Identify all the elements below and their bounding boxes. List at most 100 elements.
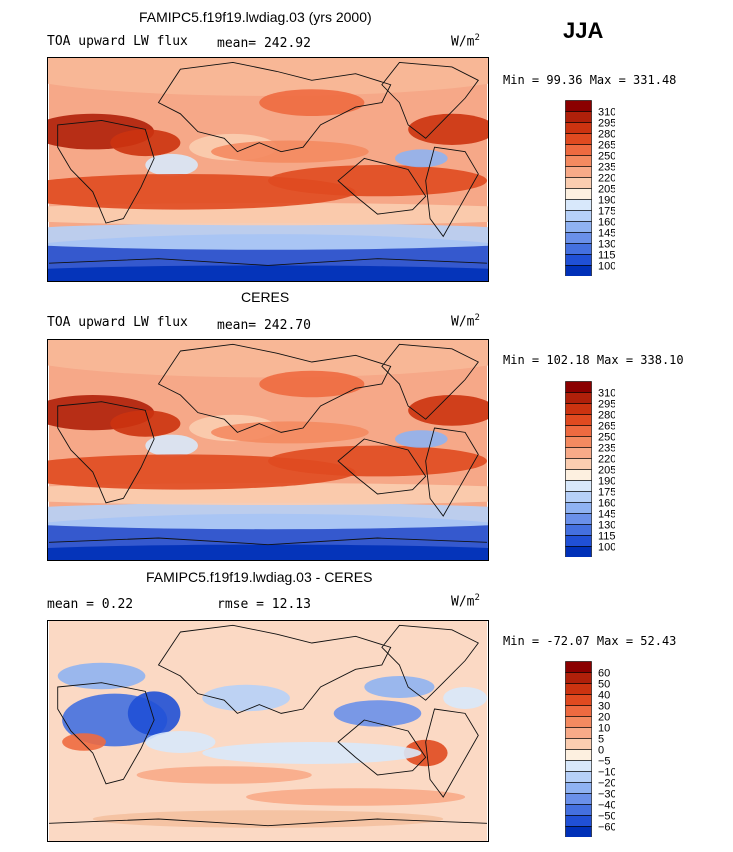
- colorbar-swatch: [565, 804, 592, 816]
- map-field-patch: [211, 421, 369, 444]
- panel-3-units: W/m2: [451, 593, 480, 610]
- colorbar-tick-label: −5: [598, 756, 611, 768]
- panel-3-rmse-label: rmse = 12.13: [217, 597, 311, 612]
- coastline: [425, 708, 479, 798]
- panel-1-colorbar: 3102952802652502352202051901751601451301…: [565, 100, 615, 276]
- colorbar-swatch: [565, 716, 592, 728]
- colorbar-swatch: [565, 100, 592, 112]
- colorbar-tick-label: 310: [598, 388, 615, 400]
- colorbar-tick-label: −50: [598, 811, 615, 823]
- colorbar-tick-label: 250: [598, 151, 615, 163]
- colorbar-swatch: [565, 491, 592, 503]
- colorbar-swatch: [565, 210, 592, 222]
- map-field-patch: [259, 89, 365, 116]
- season-label: JJA: [563, 18, 604, 43]
- map-field-patch: [259, 370, 365, 398]
- map-field-patch: [127, 691, 181, 736]
- panel-3-title: FAMIPC5.f19f19.lwdiag.03 - CERES: [146, 569, 373, 585]
- map-field-patch: [202, 684, 290, 712]
- colorbar-swatch: [565, 683, 592, 695]
- colorbar-swatch: [565, 705, 592, 717]
- map-field-patch: [443, 687, 488, 709]
- colorbar-tick-label: 280: [598, 410, 615, 422]
- panel-1-variable-label: TOA upward LW flux: [47, 34, 188, 49]
- map-field-patch: [48, 58, 488, 96]
- coastline: [48, 537, 488, 546]
- colorbar-tick-label: 0: [598, 745, 604, 757]
- colorbar-swatch: [565, 749, 592, 761]
- colorbar-tick-label: 145: [598, 509, 615, 521]
- coastline: [337, 157, 427, 215]
- colorbar-tick-label: 160: [598, 217, 615, 229]
- panel-3-minmax: Min = -72.07 Max = 52.43: [503, 634, 677, 648]
- map-field-patch: [110, 129, 181, 157]
- panel-1-mean-label: mean= 242.92: [217, 36, 311, 51]
- colorbar-tick-label: 5: [598, 734, 604, 746]
- colorbar-tick-label: 60: [598, 668, 610, 680]
- colorbar-tick-label: 40: [598, 690, 610, 702]
- coastline: [157, 624, 392, 714]
- coastline: [381, 343, 479, 420]
- map-field-patch: [333, 700, 422, 727]
- colorbar-tick-label: 130: [598, 520, 615, 532]
- colorbar-tick-label: 265: [598, 421, 615, 433]
- colorbar-swatch: [565, 826, 592, 837]
- panel-2-units: W/m2: [451, 313, 480, 330]
- colorbar-tick-label: −10: [598, 767, 615, 779]
- colorbar-tick-label: 160: [598, 498, 615, 510]
- panel-1-map: [47, 57, 489, 282]
- colorbar-tick-label: 145: [598, 228, 615, 240]
- colorbar-tick-label: −30: [598, 789, 615, 801]
- colorbar-swatch: [565, 760, 592, 772]
- colorbar-swatch: [565, 793, 592, 805]
- map-field-patch: [403, 739, 448, 767]
- colorbar-swatch: [565, 535, 592, 547]
- colorbar-swatch: [565, 133, 592, 145]
- coastline: [57, 682, 155, 785]
- colorbar-tick-label: 250: [598, 432, 615, 444]
- colorbar-tick-label: 280: [598, 129, 615, 141]
- map-field-patch: [48, 340, 488, 378]
- map-field-patch: [92, 810, 444, 828]
- colorbar-swatch: [565, 502, 592, 514]
- colorbar-swatch: [565, 265, 592, 276]
- map-field-patch: [408, 113, 488, 145]
- map-field-patch: [110, 410, 181, 437]
- colorbar-tick-label: −40: [598, 800, 615, 812]
- map-field-patch: [145, 731, 216, 753]
- colorbar-swatch: [565, 232, 592, 244]
- colorbar-tick-label: −60: [598, 822, 615, 834]
- colorbar-tick-label: 115: [598, 250, 615, 262]
- colorbar-tick-label: 50: [598, 679, 610, 691]
- map-field-patch: [364, 676, 435, 698]
- colorbar-tick-label: 205: [598, 465, 615, 477]
- panel-1-title: FAMIPC5.f19f19.lwdiag.03 (yrs 2000): [139, 9, 372, 25]
- panel-2-variable-label: TOA upward LW flux: [47, 315, 188, 330]
- colorbar-tick-label: 220: [598, 454, 615, 466]
- coastline: [57, 401, 155, 504]
- colorbar-swatch: [565, 199, 592, 211]
- colorbar-tick-label: 10: [598, 723, 610, 735]
- colorbar-swatch: [565, 738, 592, 750]
- colorbar-swatch: [565, 111, 592, 123]
- colorbar-swatch: [565, 177, 592, 189]
- colorbar-tick-label: 295: [598, 118, 615, 130]
- colorbar-tick-label: 175: [598, 206, 615, 218]
- colorbar-swatch: [565, 447, 592, 459]
- colorbar-tick-label: 190: [598, 476, 615, 488]
- coastline: [48, 818, 488, 827]
- map-field-patch: [268, 165, 488, 197]
- map-field-patch: [395, 430, 448, 448]
- coastline: [337, 438, 427, 495]
- colorbar-swatch: [565, 254, 592, 266]
- colorbar-swatch: [565, 392, 592, 404]
- map-field-patch: [395, 149, 448, 168]
- coastline: [425, 146, 479, 238]
- map-field-patch: [62, 733, 106, 751]
- panel-2-colorbar: 3102952802652502352202051901751601451301…: [565, 381, 615, 557]
- colorbar-tick-label: 130: [598, 239, 615, 251]
- map-field-patch: [48, 502, 488, 530]
- colorbar-tick-label: 205: [598, 184, 615, 196]
- map-field-patch: [57, 662, 146, 690]
- panel-3-mean-label: mean = 0.22: [47, 597, 134, 612]
